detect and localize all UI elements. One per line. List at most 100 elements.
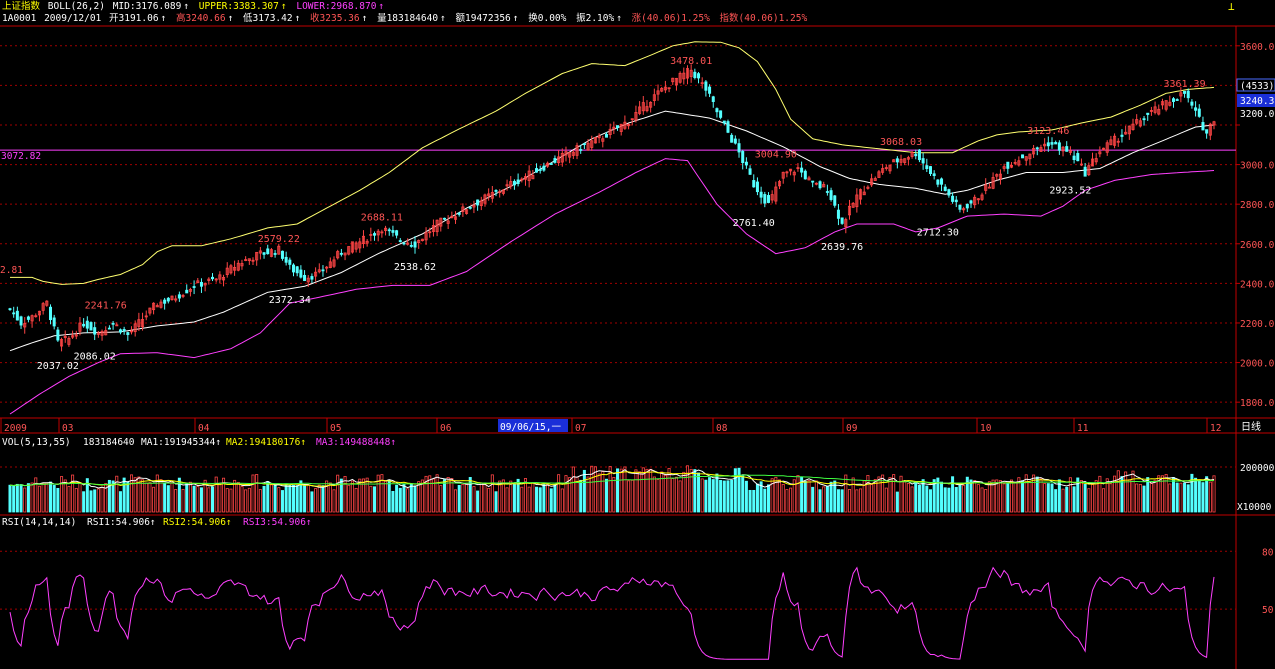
candle-body <box>1212 121 1216 126</box>
volume-bar <box>476 490 480 513</box>
time-axis-label: 11 <box>1077 423 1089 434</box>
candle-body <box>1021 154 1025 159</box>
volume-bar <box>1205 476 1209 513</box>
candle-body <box>288 259 292 265</box>
candle-body <box>199 281 203 287</box>
candle-body <box>336 251 340 259</box>
volume-bar <box>439 485 443 513</box>
volume-bar <box>1046 483 1050 513</box>
volume-bar <box>895 491 899 513</box>
candle-body <box>582 143 586 146</box>
candle-body <box>222 277 226 281</box>
volume-header-text: MA2:194180176↑ <box>226 437 306 448</box>
lock-icon[interactable]: ⊥ <box>1228 0 1235 13</box>
candle-body <box>100 331 104 336</box>
candle-body <box>814 182 818 185</box>
volume-bar <box>711 479 715 513</box>
price-annotation: 3123.46 <box>1027 126 1069 137</box>
volume-bar <box>1116 470 1120 513</box>
price-annotation: 2086.02 <box>74 352 116 363</box>
rsi-header-text: RSI1:54.906↑ <box>87 517 156 528</box>
volume-bar <box>811 486 815 513</box>
time-axis-label: 10 <box>980 423 992 434</box>
volume-bar <box>774 477 778 513</box>
volume-bar <box>417 481 421 513</box>
volume-bar <box>82 491 86 513</box>
candle-body <box>12 312 16 315</box>
volume-bar <box>1175 482 1179 513</box>
candle-body <box>531 175 535 180</box>
index-change: 指数(40.06)1.25% <box>719 13 808 24</box>
candle-body <box>579 149 583 151</box>
candle-body <box>387 229 391 232</box>
candle-body <box>571 151 575 156</box>
candle-body <box>516 179 520 184</box>
volume-bar <box>542 483 546 513</box>
price-tick-label: 2600.00 <box>1240 240 1275 251</box>
candle-body <box>148 307 152 314</box>
candle-body <box>965 203 969 209</box>
candle-body <box>962 208 966 211</box>
volume-bar <box>755 483 759 513</box>
candle-body <box>166 297 170 302</box>
volume-bar <box>1017 477 1021 513</box>
volume-bar <box>1072 486 1076 513</box>
volume-bar <box>660 471 664 513</box>
candle-body <box>417 240 421 243</box>
volume-bar <box>689 468 693 513</box>
period-button[interactable] <box>1237 419 1275 432</box>
volume-bar <box>129 474 134 513</box>
candle-body <box>674 77 678 86</box>
volume-bar <box>1109 483 1113 513</box>
candle-body <box>457 212 461 215</box>
volume-bar <box>899 475 903 513</box>
candle-body <box>1054 142 1058 145</box>
volume-bar <box>560 488 564 513</box>
volume-bar <box>1201 482 1205 513</box>
price-annotation: 3361.39 <box>1163 79 1205 90</box>
volume-bar <box>1068 477 1072 513</box>
candle-body <box>509 181 513 187</box>
candle-body <box>689 69 693 77</box>
candle-body <box>678 72 682 83</box>
candle-body <box>980 194 984 200</box>
candle-body <box>483 194 487 204</box>
candle-body <box>612 126 616 130</box>
candle-body <box>663 86 667 91</box>
candle-body <box>34 315 38 318</box>
volume-bar <box>19 484 23 513</box>
price-annotation: 3004.90 <box>755 150 797 161</box>
price-annotation: 2372.34 <box>269 295 311 306</box>
price-tick-label: 1800.00 <box>1240 398 1275 409</box>
candle-body <box>951 195 955 202</box>
candle-body <box>884 167 888 169</box>
volume-bar <box>921 479 925 513</box>
volume-bar <box>332 489 336 513</box>
volume-bar <box>836 489 840 513</box>
volume-bar <box>288 484 292 513</box>
candle-body <box>266 248 270 255</box>
current-price-sub: 3200.00 <box>1240 109 1275 120</box>
volume-bar <box>8 484 12 513</box>
candle-body <box>1079 163 1083 166</box>
candle-body <box>1090 158 1095 167</box>
candle-body <box>906 157 910 160</box>
candle-body <box>733 138 737 144</box>
volume-bar <box>45 482 49 513</box>
volume-bar <box>63 479 67 513</box>
volume-bar <box>652 476 656 513</box>
boll-lower: LOWER:2968.870 ↑ <box>296 1 385 12</box>
candle-body <box>384 227 388 231</box>
volume-bar <box>155 474 159 513</box>
volume-bar <box>1197 480 1201 513</box>
candle-body <box>402 242 406 245</box>
candle-body <box>19 316 23 326</box>
candle-body <box>192 286 196 288</box>
candle-body <box>560 152 564 163</box>
volume-bar <box>733 468 737 513</box>
price-annotation: 2639.76 <box>821 242 863 253</box>
volume-bar <box>255 474 259 513</box>
time-axis-label: 04 <box>198 423 210 434</box>
